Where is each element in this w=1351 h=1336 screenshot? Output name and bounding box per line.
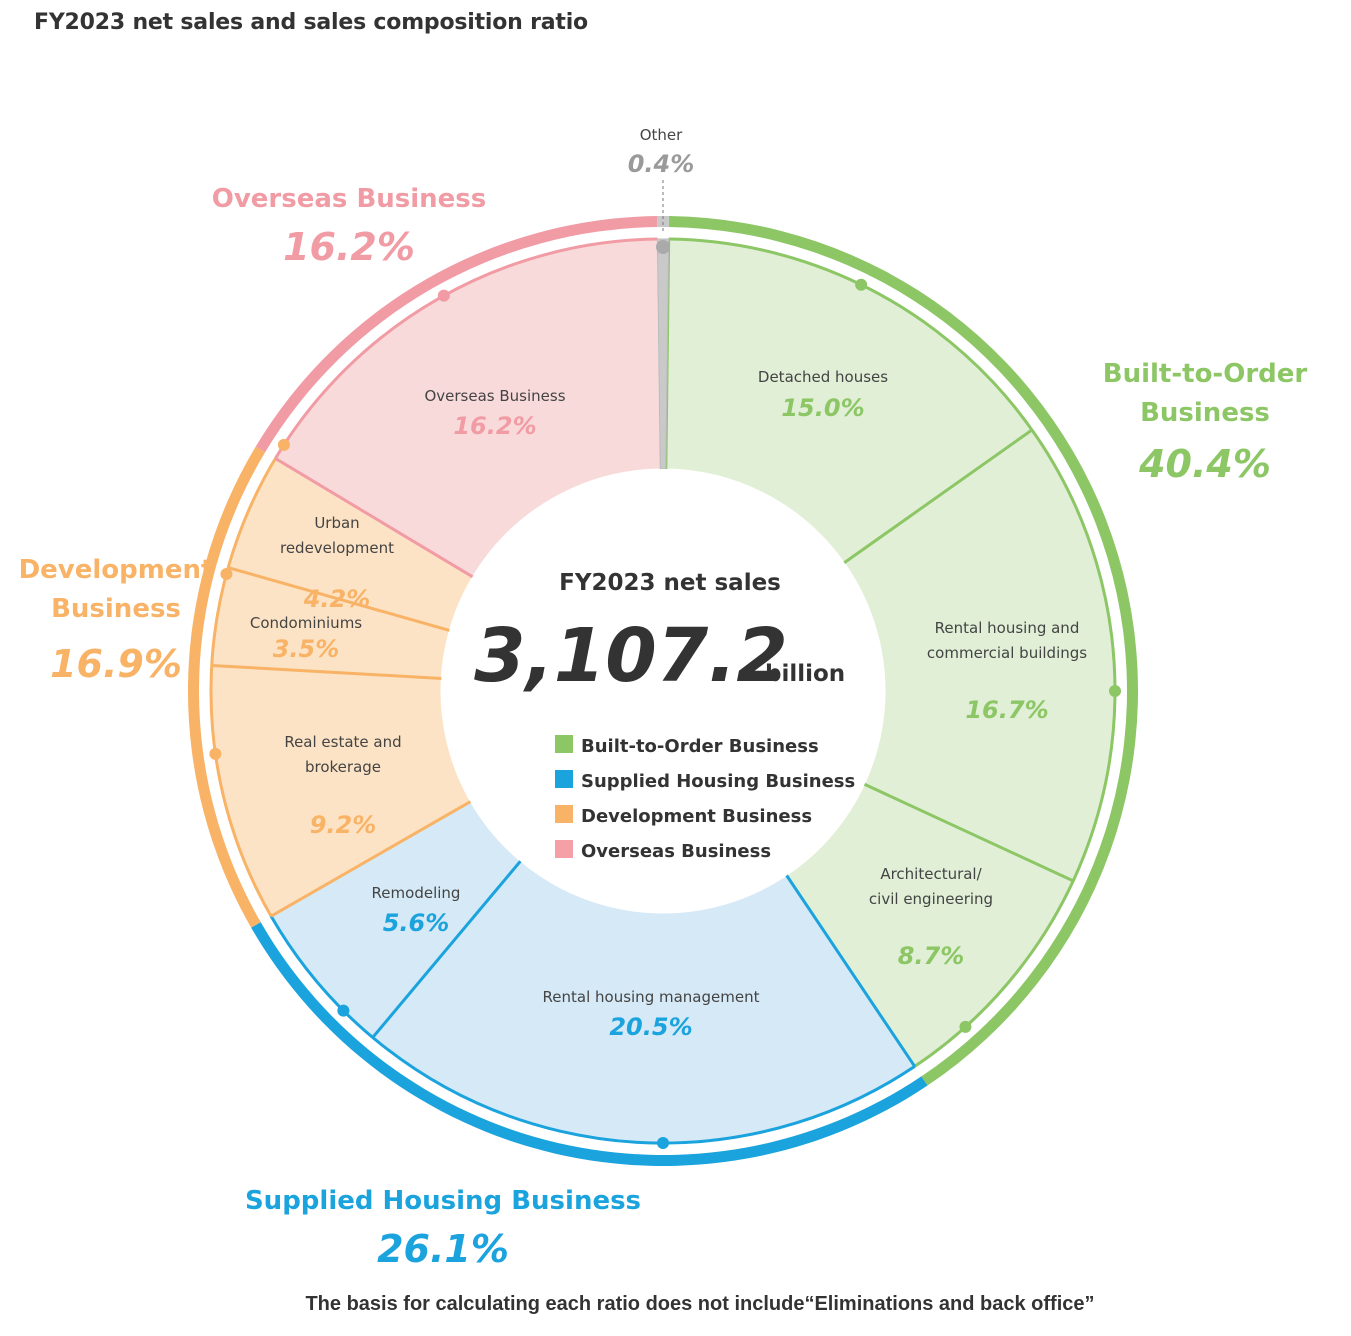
legend-label-overseas-business: Overseas Business [581,841,771,862]
segment-value-real-estate-and-brokerage: 9.2% [310,811,377,839]
segment-label-condominiums: Condominiums [250,614,362,632]
edge-dot [657,1137,669,1149]
group-label-overseas-business: Overseas Business [212,184,487,214]
group-label-supplied-housing-business: Supplied Housing Business [245,1186,641,1216]
group-ring-other [657,216,669,228]
footnote: The basis for calculating each ratio doe… [305,1293,1095,1315]
edge-dot [337,1004,350,1017]
segment-label-rental-housing-management: Rental housing management [543,988,760,1006]
page-title: FY2023 net sales and sales composition r… [34,10,588,35]
other-dot [656,240,670,254]
segment-value-overseas-business: 16.2% [453,412,536,440]
group-label-built-to-order-business: Built-to-Order Business [1103,359,1308,428]
group-edge-development-business [209,457,277,917]
center-value: 3,107.2 [474,613,788,699]
group-value-overseas-business: 16.2% [283,225,415,269]
group-edge-built-to-order-business [668,237,1117,1068]
donut-chart: Detached houses 15.0% Rental housing and co… [19,126,1308,1271]
segment-value-urban-redevelopment: 4.2% [303,585,371,613]
center-hole [441,469,885,913]
segment-label-detached-houses: Detached houses [758,368,888,386]
segment-value-detached-houses: 15.0% [781,394,864,422]
legend-label-supplied-housing-business: Supplied Housing Business [581,771,855,792]
segment-value-architectural-civil-engineering: 8.7% [898,942,965,970]
segment-label-urban-redevelopment: Urban redevelopment [280,514,394,557]
legend-swatch-overseas-business [555,840,573,858]
segment-divider [371,860,522,1039]
segment-value-rental-housing-management: 20.5% [609,1013,692,1041]
group-ring-overseas-business [255,216,658,453]
legend-label-built-to-order-business: Built-to-Order Business [581,736,819,757]
group-value-other: 0.4% [628,150,695,178]
group-edge-supplied-housing-business [269,915,916,1145]
group-value-supplied-housing-business: 26.1% [377,1227,509,1271]
segment-divider [211,663,442,680]
group-label-other: Other [640,126,683,144]
segment-divider [274,457,474,579]
group-value-built-to-order-business: 40.4% [1138,442,1271,486]
group-value-development-business: 16.9% [50,642,182,686]
group-ring-development-business [187,446,266,928]
legend-swatch-built-to-order-business [555,735,573,753]
legend-swatch-development-business [555,805,573,823]
legend-swatch-supplied-housing-business [555,770,573,788]
segment-divider [227,566,450,632]
center-unit: billion [765,661,845,687]
edge-dot [1109,685,1121,697]
group-edge-overseas-business [274,237,658,460]
segment-divider [270,800,472,918]
center-title: FY2023 net sales [559,570,781,596]
edge-dot [220,568,233,581]
segment-value-condominiums: 3.5% [273,635,340,663]
edge-dot [855,278,868,291]
segment-divider [843,428,1033,565]
edge-dot [277,438,290,451]
segment-label-remodeling: Remodeling [372,884,461,902]
segment-divider [863,782,1074,883]
segment-value-remodeling: 5.6% [383,909,450,937]
segment-divider [785,874,916,1068]
segment-value-rental-housing-and-commercial-buildings: 16.7% [965,696,1048,724]
legend-label-development-business: Development Business [581,806,812,827]
segment-label-overseas-business: Overseas Business [424,387,565,405]
edge-dot [437,289,450,302]
edge-dot [209,747,222,760]
segment-label-architectural-civil-engineering: Architectural/civil engineering [869,865,993,908]
edge-dot [959,1020,972,1033]
segment-label-real-estate-and-brokerage: Real estate and brokerage [284,733,401,776]
segment-label-rental-housing-and-commercial-buildings: Rental housing and commercial buildings [927,619,1087,662]
group-label-development-business: Development Business [19,555,214,624]
